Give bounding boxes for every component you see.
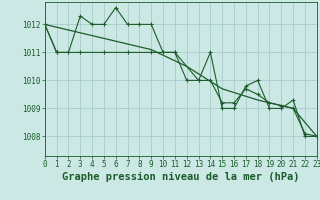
X-axis label: Graphe pression niveau de la mer (hPa): Graphe pression niveau de la mer (hPa)	[62, 172, 300, 182]
